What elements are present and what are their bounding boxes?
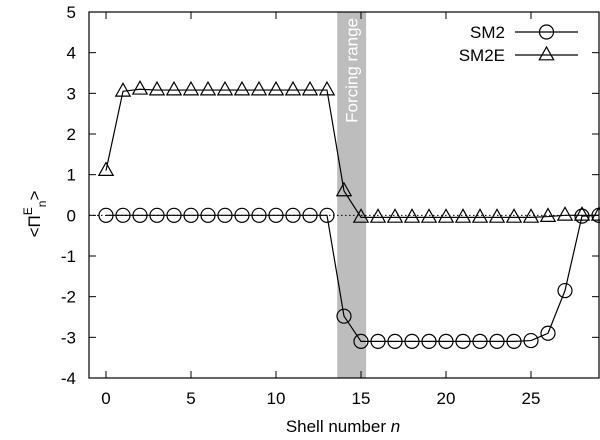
data-point-sm2 bbox=[217, 207, 233, 223]
y-tick-label: 1 bbox=[67, 166, 76, 185]
series-sm2e bbox=[97, 80, 600, 223]
data-point-sm2 bbox=[166, 207, 182, 223]
series-line-sm2 bbox=[106, 214, 600, 342]
y-tick-label: 2 bbox=[67, 125, 76, 144]
data-point-sm2 bbox=[268, 207, 284, 223]
forcing-range-band bbox=[337, 12, 367, 378]
data-point-sm2 bbox=[115, 207, 131, 223]
data-point-sm2 bbox=[489, 333, 505, 349]
data-point-sm2 bbox=[574, 208, 590, 224]
data-point-sm2e bbox=[114, 82, 132, 97]
data-point-sm2e bbox=[97, 161, 115, 176]
legend-label-sm2e: SM2E bbox=[459, 46, 505, 65]
data-point-sm2e bbox=[369, 208, 387, 223]
data-point-sm2 bbox=[523, 332, 539, 349]
data-point-sm2e bbox=[284, 80, 302, 96]
data-point-sm2e bbox=[386, 208, 404, 223]
plot-frame bbox=[88, 11, 600, 379]
data-point-sm2 bbox=[251, 207, 267, 223]
data-point-sm2 bbox=[387, 333, 403, 349]
series-line-sm2e bbox=[105, 88, 599, 218]
y-axis-label-sub: n bbox=[35, 201, 49, 208]
plot-frame-layer bbox=[88, 11, 600, 379]
y-axis-label: <ΠEn> bbox=[21, 191, 49, 238]
series-sm2 bbox=[98, 207, 600, 349]
data-point-sm2 bbox=[183, 207, 199, 223]
data-point-sm2 bbox=[353, 333, 369, 349]
series-layer bbox=[97, 80, 600, 349]
data-point-sm2 bbox=[557, 282, 573, 299]
forcing-range-label: Forcing range bbox=[343, 18, 362, 123]
forcing-range-band-layer: Forcing range bbox=[337, 12, 367, 378]
y-tick-label: -4 bbox=[61, 369, 76, 388]
y-tick-label: 4 bbox=[67, 44, 76, 63]
data-point-sm2e bbox=[488, 208, 506, 223]
data-point-sm2e bbox=[301, 80, 319, 96]
data-point-sm2e bbox=[352, 208, 370, 223]
y-axis-label-close: > bbox=[25, 191, 44, 201]
data-point-sm2e bbox=[267, 80, 285, 96]
data-point-sm2e bbox=[318, 80, 336, 96]
x-axis-label-text: Shell number bbox=[286, 417, 387, 436]
data-point-sm2 bbox=[132, 207, 148, 223]
data-point-sm2 bbox=[336, 308, 352, 324]
x-tick-label: 0 bbox=[101, 389, 110, 408]
x-tick-label: 10 bbox=[267, 389, 286, 408]
y-tick-label: 5 bbox=[67, 3, 76, 22]
data-point-sm2 bbox=[98, 207, 114, 223]
data-point-sm2 bbox=[319, 207, 335, 223]
legend-label-sm2: SM2 bbox=[470, 23, 505, 42]
data-point-sm2e bbox=[454, 208, 472, 223]
data-point-sm2 bbox=[285, 207, 301, 223]
y-tick-label: -2 bbox=[61, 288, 76, 307]
data-point-sm2 bbox=[234, 207, 250, 223]
data-point-sm2 bbox=[302, 207, 318, 223]
legend: SM2 SM2E bbox=[459, 23, 578, 65]
x-axis-label: Shell number n bbox=[286, 417, 400, 436]
data-point-sm2e bbox=[165, 80, 183, 96]
data-point-sm2e bbox=[403, 208, 421, 223]
data-point-sm2 bbox=[200, 207, 216, 223]
data-point-sm2e bbox=[131, 80, 149, 95]
data-point-sm2e bbox=[573, 206, 591, 221]
x-axis-label-var: n bbox=[391, 417, 400, 436]
data-point-sm2 bbox=[421, 333, 437, 349]
x-tick-label: 5 bbox=[186, 389, 195, 408]
data-point-sm2e bbox=[182, 80, 200, 96]
data-point-sm2e bbox=[556, 206, 574, 221]
y-tick-label: -1 bbox=[61, 247, 76, 266]
data-point-sm2e bbox=[250, 80, 268, 96]
y-tick-label: 0 bbox=[67, 206, 76, 225]
y-tick-label: 3 bbox=[67, 84, 76, 103]
data-point-sm2e bbox=[522, 208, 540, 223]
x-tick-label: 20 bbox=[437, 389, 456, 408]
data-point-sm2 bbox=[540, 325, 556, 341]
x-tick-label: 25 bbox=[522, 389, 541, 408]
data-point-sm2e bbox=[471, 208, 489, 223]
data-point-sm2e bbox=[335, 181, 353, 197]
y-axis-label-open: <Π bbox=[25, 215, 44, 237]
y-axis-label-sup: E bbox=[21, 207, 35, 215]
data-point-sm2 bbox=[404, 333, 420, 349]
data-point-sm2e bbox=[420, 208, 438, 223]
legend-marker-sm2 bbox=[538, 24, 555, 40]
x-tick-label: 15 bbox=[352, 389, 371, 408]
data-point-sm2 bbox=[506, 333, 522, 349]
data-point-sm2e bbox=[233, 80, 251, 96]
data-point-sm2 bbox=[149, 207, 165, 223]
data-point-sm2 bbox=[472, 333, 488, 349]
data-point-sm2e bbox=[539, 207, 557, 222]
data-point-sm2e bbox=[148, 80, 166, 96]
legend-marker-sm2e bbox=[538, 45, 555, 61]
axis-ticks-layer: -4 -3 -2 -1 0 1 2 3 4 5 0 5 10 15 20 25 bbox=[61, 3, 599, 408]
data-point-sm2e bbox=[199, 80, 217, 96]
data-point-sm2e bbox=[216, 80, 234, 96]
data-point-sm2 bbox=[370, 333, 386, 349]
y-tick-label: -3 bbox=[61, 328, 76, 347]
data-point-sm2 bbox=[455, 333, 471, 349]
data-point-sm2 bbox=[438, 333, 454, 349]
data-point-sm2e bbox=[437, 208, 455, 223]
data-point-sm2e bbox=[505, 208, 523, 223]
